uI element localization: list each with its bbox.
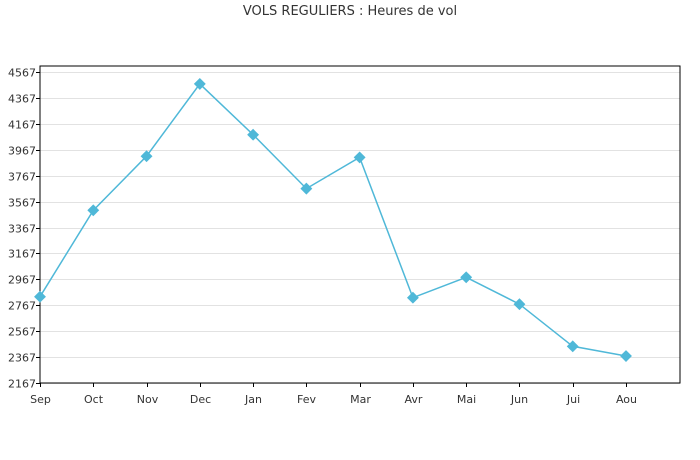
x-tick-label: Dec — [190, 393, 211, 406]
x-tick-label: Aou — [616, 393, 637, 406]
y-tick-label: 2167 — [8, 378, 36, 391]
x-tick-label: Nov — [137, 393, 159, 406]
grid-lines — [40, 72, 680, 384]
data-point — [460, 271, 473, 284]
x-tick-label: Avr — [405, 393, 423, 406]
data-point — [193, 77, 206, 90]
y-tick-label: 2367 — [8, 352, 36, 365]
plot-area — [39, 65, 681, 384]
series-group — [34, 77, 632, 362]
x-tick-label: Jun — [510, 393, 528, 406]
y-tick-label: 3167 — [8, 248, 36, 261]
x-tick-label: Fev — [297, 393, 316, 406]
y-tick-label: 3767 — [8, 171, 36, 184]
x-tick-label: Jui — [566, 393, 580, 406]
chart-title: VOLS REGULIERS : Heures de vol — [242, 4, 458, 19]
x-tick-label: Oct — [84, 393, 104, 406]
y-tick-label: 2567 — [8, 326, 36, 339]
y-tick-label: 4567 — [8, 67, 36, 80]
data-point — [406, 291, 419, 304]
data-point — [513, 298, 526, 311]
y-tick-label: 2967 — [8, 274, 36, 287]
x-tick-label: Jan — [244, 393, 262, 406]
y-tick-label: 2767 — [8, 300, 36, 313]
y-tick-label: 3967 — [8, 145, 36, 158]
y-tick-label: 4367 — [8, 93, 36, 106]
y-tick-label: 3367 — [8, 223, 36, 236]
x-tick-label: Sep — [30, 393, 51, 406]
y-axis: 2167 2367 2567 2767 2967 3167 3367 3567 3767 3967… — [8, 67, 40, 391]
x-tick-label: Mai — [457, 393, 476, 406]
data-point — [353, 151, 366, 164]
y-tick-label: 3567 — [8, 197, 36, 210]
data-point — [620, 350, 632, 362]
series-line — [39, 82, 627, 357]
x-tick-label: Mar — [350, 393, 371, 406]
data-point — [34, 290, 46, 303]
x-axis: Sep Oct Nov Dec Jan Fev Mar Avr Mai Jun Jui Aou — [30, 383, 637, 406]
y-tick-label: 4167 — [8, 119, 36, 132]
